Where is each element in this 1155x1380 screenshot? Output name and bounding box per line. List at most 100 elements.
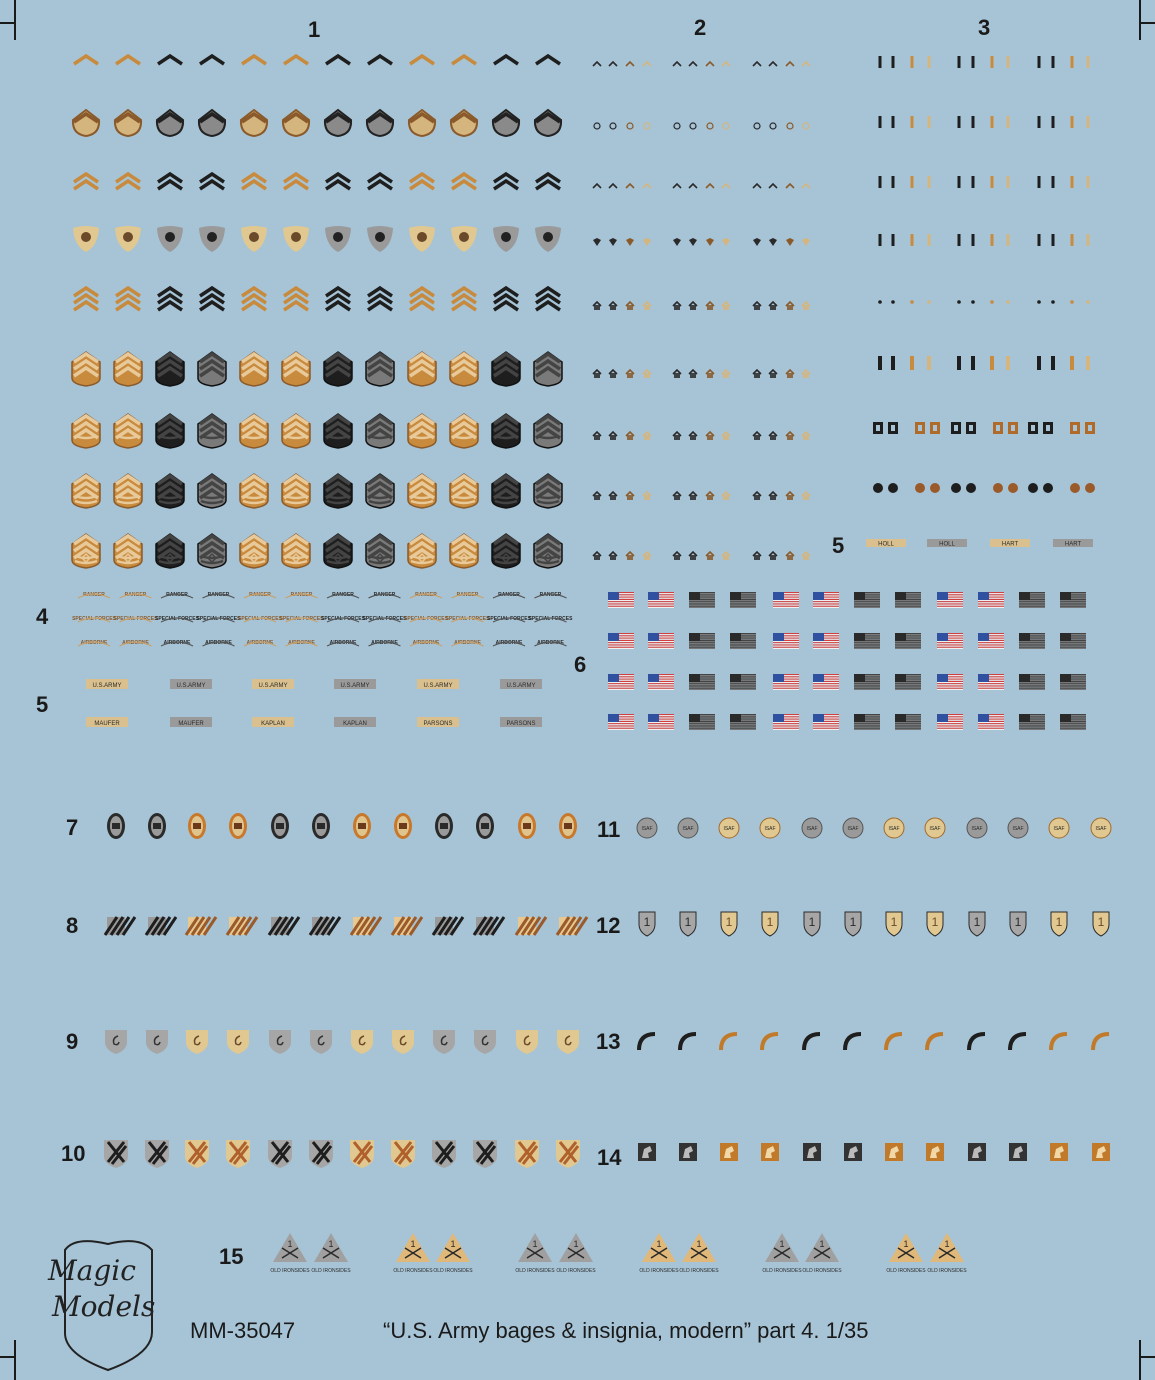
- horse-head-patch-icon: [761, 1143, 779, 1161]
- isaf-patch: ISAF: [759, 817, 781, 839]
- officer-insignia: [1037, 116, 1041, 128]
- small-rank-insignia: [706, 238, 714, 246]
- name-tape: HOLL: [866, 539, 906, 548]
- shield-patch-icon: [269, 1030, 291, 1054]
- name-tape-label: KAPLAN: [261, 721, 285, 727]
- crossed-shield-icon: [473, 1140, 497, 1168]
- rank-insignia: [533, 533, 563, 569]
- isaf-label: ISAF: [682, 826, 693, 832]
- officer-insignia: [1006, 176, 1010, 188]
- officer-insignia: [878, 356, 882, 370]
- small-rank-insignia: [643, 122, 651, 130]
- us-flag-icon: [978, 714, 1004, 730]
- arc-tab-icon: [1049, 1032, 1068, 1051]
- rank-insignia: [283, 226, 309, 252]
- first-armored-numeral: 1: [696, 1239, 701, 1249]
- old-ironsides-label: OLD IRONSIDES: [393, 1268, 433, 1274]
- ranger-tab: RANGER: [249, 592, 271, 598]
- captain-bars-icon: [1070, 422, 1080, 434]
- small-rank-insignia: [592, 182, 602, 189]
- old-ironsides-label: OLD IRONSIDES: [762, 1268, 802, 1274]
- old-ironsides-label: OLD IRONSIDES: [270, 1268, 310, 1274]
- us-army-tape: U.S.ARMY: [252, 679, 294, 689]
- officer-insignia: [1006, 300, 1010, 304]
- small-rank-insignia: [752, 430, 762, 440]
- small-rank-insignia: [768, 368, 778, 378]
- first-infantry-patch: 1: [803, 911, 821, 937]
- small-rank-insignia: [593, 122, 601, 130]
- small-rank-insignia: [752, 182, 762, 189]
- small-rank-insignia: [768, 550, 778, 560]
- shield-patch-icon: [433, 1030, 455, 1054]
- us-flag-icon: [937, 633, 963, 649]
- rank-insignia: [365, 533, 395, 569]
- rank-insignia: [409, 171, 435, 191]
- magic-models-logo: Magic Models: [40, 1232, 175, 1372]
- small-rank-insignia: [768, 60, 778, 67]
- first-armored-numeral: 1: [944, 1239, 949, 1249]
- ranger-tab: RANGER: [166, 592, 188, 598]
- officer-insignia: [957, 356, 961, 370]
- horse-head-patch-icon: [1092, 1143, 1110, 1161]
- shield-patch-icon: [186, 1030, 208, 1054]
- name-tape: HART: [1053, 539, 1093, 548]
- rank-insignia: [281, 351, 311, 387]
- horse-head-patch-icon: [1009, 1143, 1027, 1161]
- rank-insignia: [155, 351, 185, 387]
- old-ironsides-patch: 1 OLD IRONSIDES: [515, 1233, 555, 1274]
- officer-insignia: [1006, 356, 1010, 370]
- first-armored-numeral: 1: [573, 1239, 578, 1249]
- rank-insignia: [115, 226, 141, 252]
- arc-tab-icon: [843, 1032, 862, 1051]
- old-ironsides-label: OLD IRONSIDES: [311, 1268, 351, 1274]
- rank-insignia: [283, 171, 309, 191]
- us-flag-icon: [937, 592, 963, 608]
- small-rank-insignia: [672, 60, 682, 67]
- rank-insignia: [155, 473, 185, 509]
- small-rank-insignia: [705, 300, 715, 310]
- rank-insignia: [367, 171, 393, 191]
- captain-bars-icon: [930, 422, 940, 434]
- first-infantry-numeral: 1: [1056, 915, 1063, 929]
- small-rank-insignia: [688, 490, 698, 500]
- airborne-tab: AIRBORNE: [330, 640, 357, 646]
- section-number-1: 1: [308, 17, 321, 42]
- captain-bars-icon: [873, 422, 883, 434]
- small-rank-insignia: [706, 122, 714, 130]
- small-rank-insignia: [672, 368, 682, 378]
- rank-insignia: [365, 473, 395, 509]
- rank-insignia: [71, 413, 101, 449]
- officer-insignia: [990, 116, 994, 128]
- oak-leaf-icon: [966, 483, 976, 493]
- airborne-tab: AIRBORNE: [496, 640, 523, 646]
- airborne-tab: AIRBORNE: [247, 640, 274, 646]
- small-rank-insignia: [705, 182, 715, 189]
- first-infantry-patch: 1: [968, 911, 986, 937]
- isaf-label: ISAF: [641, 826, 652, 832]
- rank-insignia: [407, 533, 437, 569]
- isaf-label: ISAF: [971, 826, 982, 832]
- rank-insignia: [493, 171, 519, 191]
- first-armored-numeral: 1: [819, 1239, 824, 1249]
- striped-patch-icon: [431, 916, 465, 936]
- special-forces-tab: SPECIAL FORCES: [529, 616, 573, 622]
- isaf-patch: ISAF: [677, 817, 699, 839]
- special-forces-tab: SPECIAL FORCES: [197, 616, 241, 622]
- special-forces-tab: SPECIAL FORCES: [72, 616, 116, 622]
- old-ironsides-patch: 1 OLD IRONSIDES: [679, 1233, 719, 1274]
- rank-insignia: [323, 351, 353, 387]
- rank-insignia: [199, 171, 225, 191]
- rank-insignia: [407, 473, 437, 509]
- small-rank-insignia: [642, 182, 652, 189]
- captain-bars-icon: [1085, 422, 1095, 434]
- name-tape-label: HART: [1002, 542, 1019, 548]
- small-rank-insignia: [801, 368, 811, 378]
- old-ironsides-patch: 1 OLD IRONSIDES: [802, 1233, 842, 1274]
- arc-tab-icon: [925, 1032, 944, 1051]
- oak-leaf-icon: [1043, 483, 1053, 493]
- first-infantry-patch: 1: [1050, 911, 1068, 937]
- arc-tab-icon: [802, 1032, 821, 1051]
- first-armored-numeral: 1: [450, 1239, 455, 1249]
- us-flag-icon: [1060, 714, 1086, 730]
- isaf-patch: ISAF: [924, 817, 946, 839]
